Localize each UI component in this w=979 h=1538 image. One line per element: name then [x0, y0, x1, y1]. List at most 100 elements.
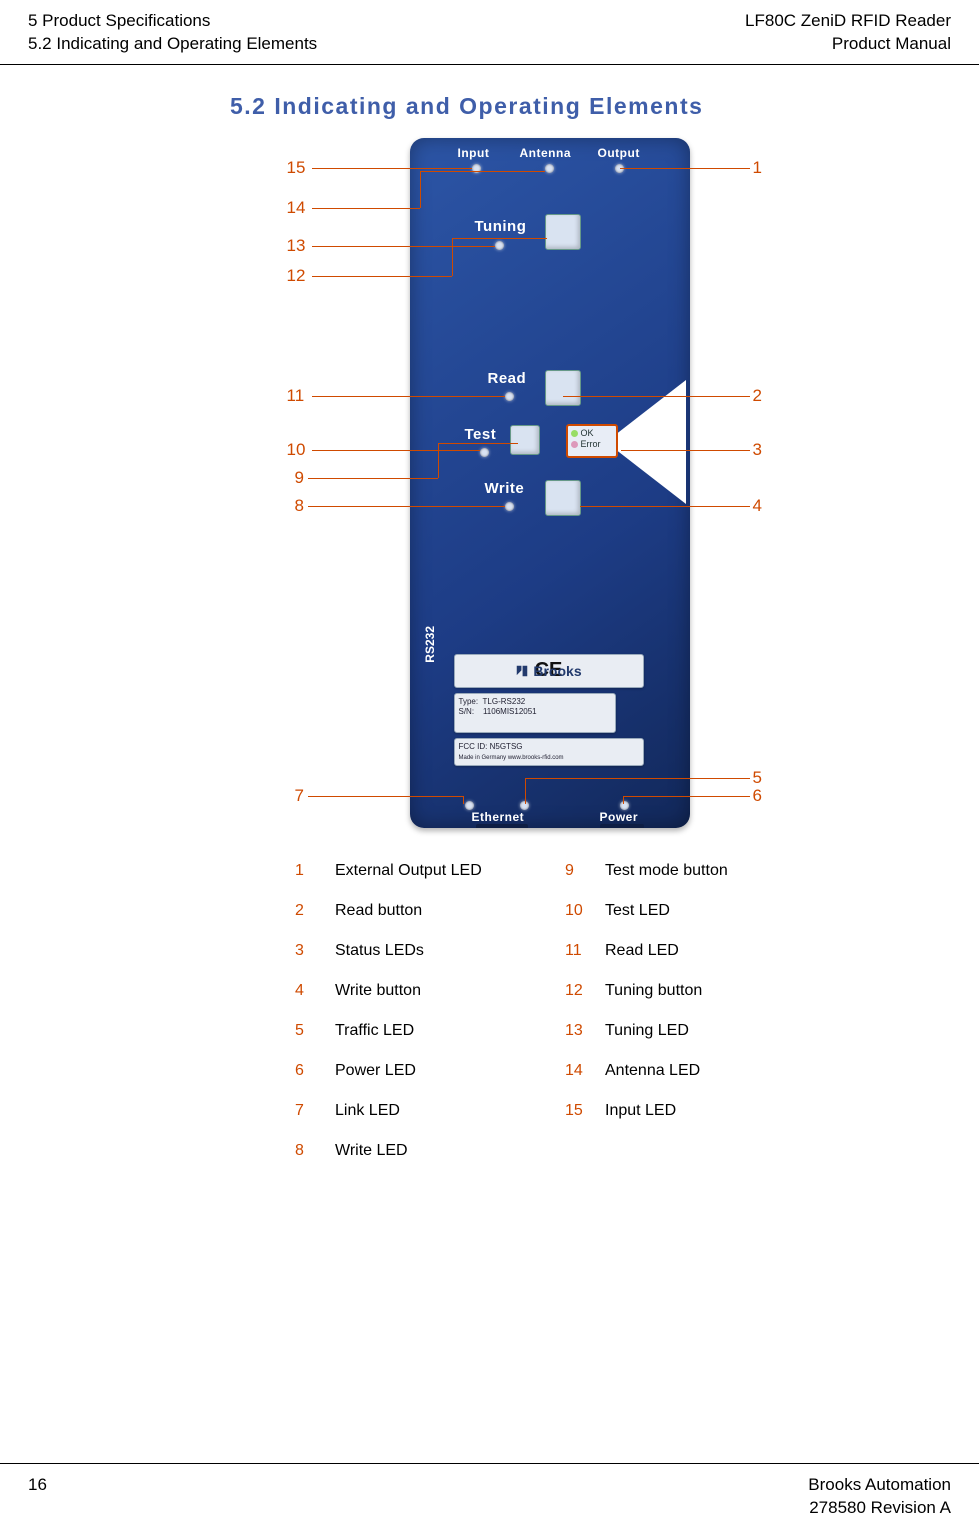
callout-3: 3 [753, 440, 762, 460]
label-ethernet: Ethernet [472, 810, 525, 824]
callout-2: 2 [753, 386, 762, 406]
type-lbl: Type: [459, 697, 479, 706]
status-led-box: OK Error [566, 424, 618, 458]
write-button[interactable] [545, 480, 581, 516]
callout-7: 7 [295, 786, 304, 806]
lead-2 [563, 396, 750, 397]
lead-14a [312, 208, 420, 209]
legend-col: 3Status LEDs [295, 942, 525, 960]
label-read: Read [488, 370, 527, 387]
fcc-text: FCC ID: N5GTSG [459, 742, 523, 751]
brand-text: Brooks [533, 663, 581, 679]
legend-number [565, 1142, 587, 1160]
lead-11 [312, 396, 505, 397]
legend-text: Tuning LED [605, 1022, 689, 1040]
tuning-button[interactable] [545, 214, 581, 250]
label-power: Power [600, 810, 639, 824]
legend-row: 5Traffic LED13Tuning LED [295, 1022, 815, 1040]
header-right: LF80C ZeniD RFID Reader Product Manual [745, 10, 951, 56]
brand-plate: Brooks CE [454, 654, 644, 688]
brooks-icon [515, 664, 529, 678]
read-led [505, 392, 514, 401]
callout-11: 11 [287, 386, 305, 406]
legend-text: Test mode button [605, 862, 728, 880]
callout-12: 12 [287, 266, 306, 286]
legend-text: Traffic LED [335, 1022, 414, 1040]
label-tuning: Tuning [475, 218, 527, 235]
header-left-1: 5 Product Specifications [28, 10, 317, 33]
legend-col: 14 Antenna LED [565, 1062, 795, 1080]
legend-number: 7 [295, 1102, 317, 1120]
legend-col: 6Power LED [295, 1062, 525, 1080]
ethernet-connector [476, 824, 528, 828]
test-led [480, 448, 489, 457]
legend-row: 8Write LED [295, 1142, 815, 1160]
lead-14b [420, 171, 421, 208]
callout-1: 1 [753, 158, 762, 178]
section-title: 5.2 Indicating and Operating Elements [230, 93, 979, 120]
callout-8: 8 [295, 496, 304, 516]
legend-number: 8 [295, 1142, 317, 1160]
write-led [505, 502, 514, 511]
legend-number: 1 [295, 862, 317, 880]
lead-6b [623, 796, 624, 804]
legend-text: Input LED [605, 1102, 676, 1120]
lead-9a [308, 478, 438, 479]
lead-8 [308, 506, 505, 507]
legend-row: 3Status LEDs 11 Read LED [295, 942, 815, 960]
type-val: TLG-RS232 [483, 697, 526, 706]
power-led [620, 801, 629, 810]
read-button[interactable] [545, 370, 581, 406]
legend-number: 14 [565, 1062, 587, 1080]
legend-col: 15 Input LED [565, 1102, 795, 1120]
legend-number: 11 [565, 942, 587, 960]
legend-row: 1External Output LED9Test mode button [295, 862, 815, 880]
legend-text: External Output LED [335, 862, 482, 880]
label-test: Test [465, 426, 497, 443]
callout-6: 6 [753, 786, 762, 806]
legend-text: Antenna LED [605, 1062, 700, 1080]
origin-text: Made in Germany www.brooks-rfid.com [459, 755, 564, 761]
lead-12b [452, 238, 453, 276]
legend-text: Link LED [335, 1102, 400, 1120]
antenna-led [545, 164, 554, 173]
legend-col: 10Test LED [565, 902, 795, 920]
lead-5a [525, 778, 750, 779]
lead-14c [420, 171, 545, 172]
header-left-2: 5.2 Indicating and Operating Elements [28, 33, 317, 56]
device-figure: Input Antenna Output Tuning Read Test OK… [25, 138, 955, 838]
lead-9c [438, 443, 518, 444]
tuning-led [495, 241, 504, 250]
callout-5: 5 [753, 768, 762, 788]
arrow-icon [606, 380, 686, 504]
footer-company: Brooks Automation [808, 1474, 951, 1497]
legend-number: 15 [565, 1102, 587, 1120]
rs232-label: RS232 [423, 626, 437, 663]
lead-6a [623, 796, 750, 797]
legend-number: 13 [565, 1022, 587, 1040]
legend-row: 4Write button12Tuning button [295, 982, 815, 1000]
legend-col: 1 External Output LED [295, 862, 525, 880]
lead-15 [312, 168, 472, 169]
ok-label: OK [581, 428, 594, 438]
callout-13: 13 [287, 236, 306, 256]
legend-text: Read LED [605, 942, 679, 960]
legend-text: Read button [335, 902, 422, 920]
sn-lbl: S/N: [459, 707, 475, 716]
error-label: Error [581, 439, 601, 449]
legend-row: 7 Link LED 15 Input LED [295, 1102, 815, 1120]
label-output: Output [598, 146, 640, 160]
legend-number: 4 [295, 982, 317, 1000]
callout-4: 4 [753, 496, 762, 516]
label-antenna: Antenna [520, 146, 572, 160]
test-button[interactable] [510, 425, 540, 455]
legend-text: Tuning button [605, 982, 702, 1000]
legend-text: Test LED [605, 902, 670, 920]
header-right-2: Product Manual [745, 33, 951, 56]
sn-val: 1106MIS12051 [483, 707, 537, 716]
lead-9b [438, 443, 439, 478]
lead-7b [463, 796, 464, 804]
page-footer: 16 Brooks Automation 278580 Revision A [0, 1463, 979, 1520]
callout-9: 9 [295, 468, 304, 488]
legend-table: 1External Output LED9Test mode button2Re… [295, 862, 815, 1160]
